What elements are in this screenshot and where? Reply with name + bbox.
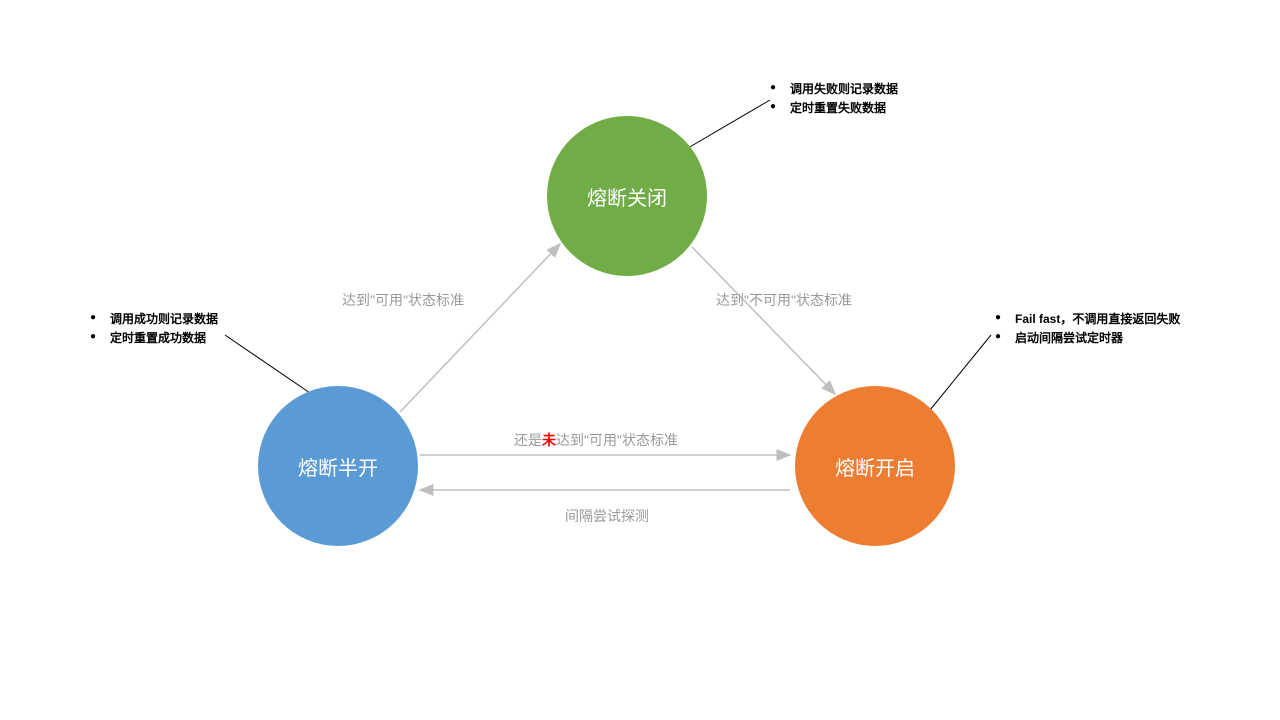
node-half-open: 熔断半开 [258, 386, 418, 546]
annotation-item: Fail fast，不调用直接返回失败 [995, 310, 1180, 329]
annotation-item: 定时重置成功数据 [90, 329, 218, 348]
annotation-item: 启动间隔尝试定时器 [995, 329, 1180, 348]
annotation-open: Fail fast，不调用直接返回失败 启动间隔尝试定时器 [995, 310, 1180, 348]
annotation-item: 调用成功则记录数据 [90, 310, 218, 329]
edge-label-half-to-closed: 达到"可用"状态标准 [342, 290, 464, 310]
annotation-item: 定时重置失败数据 [770, 99, 898, 118]
annotation-closed: 调用失败则记录数据 定时重置失败数据 [770, 80, 898, 118]
diagram-svg [0, 0, 1280, 720]
node-half-open-label: 熔断半开 [298, 452, 378, 481]
edge-label-half-to-open: 还是未达到"可用"状态标准 [514, 430, 678, 450]
edge-label-closed-to-open: 达到"不可用"状态标准 [716, 290, 852, 310]
annotation-item: 调用失败则记录数据 [770, 80, 898, 99]
node-open: 熔断开启 [795, 386, 955, 546]
edge-label-open-to-half: 间隔尝试探测 [565, 506, 649, 526]
node-closed: 熔断关闭 [547, 116, 707, 276]
annotation-half-open: 调用成功则记录数据 定时重置成功数据 [90, 310, 218, 348]
node-open-label: 熔断开启 [835, 452, 915, 481]
node-closed-label: 熔断关闭 [587, 182, 667, 211]
